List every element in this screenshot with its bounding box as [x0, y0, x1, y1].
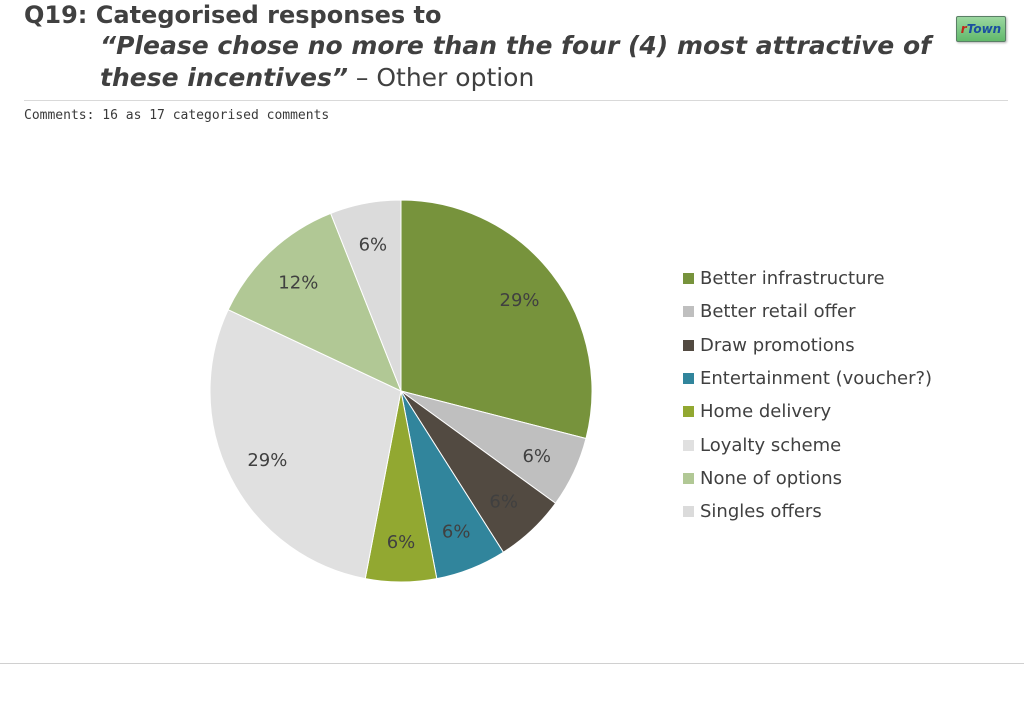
- pie-slice-none-of-options: [227, 212, 402, 392]
- legend-swatch: [683, 373, 694, 385]
- legend-item-home-delivery: Home delivery: [683, 395, 932, 428]
- title-prefix: Q19: Categorised responses to: [24, 1, 442, 29]
- legend-label: None of options: [700, 467, 843, 489]
- question-line-1: “Please chose no more than the four (4) …: [100, 30, 931, 62]
- pie-label-singles-offers: 6%: [359, 235, 388, 256]
- legend-label: Home delivery: [700, 401, 832, 423]
- pie-label-better-infrastructure: 29%: [500, 290, 540, 311]
- legend-label: Better infrastructure: [700, 268, 885, 290]
- legend-item-draw-promotions: Draw promotions: [683, 329, 932, 362]
- legend-label: Better retail offer: [700, 301, 856, 323]
- legend-swatch: [683, 273, 694, 285]
- legend-item-loyalty-scheme: Loyalty scheme: [683, 428, 932, 461]
- comments-note: Comments: 16 as 17 categorised comments: [24, 108, 330, 123]
- question-text-1: “Please chose no more than the four (4) …: [100, 31, 932, 60]
- pie-slice-loyalty-scheme: [209, 309, 402, 580]
- slide-title: Q19: Categorised responses to “Please ch…: [24, 0, 931, 94]
- pie-label-none-of-options: 12%: [278, 273, 318, 294]
- legend-swatch: [683, 506, 694, 518]
- pie-slice-better-infrastructure: [400, 199, 593, 440]
- title-divider: [24, 100, 1008, 101]
- legend-item-none-of-options: None of options: [683, 462, 932, 495]
- legend-item-entertainment-voucher: Entertainment (voucher?): [683, 362, 932, 395]
- pie-label-better-retail-offer: 6%: [522, 446, 551, 467]
- question-line-2: these incentives” – Other option: [100, 62, 924, 94]
- legend-swatch: [683, 306, 694, 318]
- pie-slice-singles-offers: [330, 199, 402, 392]
- rtown-logo: rTown: [956, 16, 1006, 42]
- legend-label: Loyalty scheme: [700, 434, 842, 456]
- legend-label: Singles offers: [700, 501, 822, 523]
- legend-item-singles-offers: Singles offers: [683, 495, 932, 528]
- logo-text: rTown: [960, 22, 1002, 36]
- pie-label-draw-promotions: 6%: [489, 491, 518, 512]
- pie-label-loyalty-scheme: 29%: [247, 450, 287, 471]
- legend-label: Draw promotions: [700, 334, 855, 356]
- footer-divider: [0, 663, 1024, 664]
- pie-label-home-delivery: 6%: [387, 532, 416, 553]
- legend-item-better-retail-offer: Better retail offer: [683, 295, 932, 328]
- chart-legend: Better infrastructure Better retail offer…: [683, 262, 932, 528]
- legend-swatch: [683, 439, 694, 451]
- title-separator: –: [347, 63, 377, 92]
- legend-swatch: [683, 339, 694, 351]
- legend-label: Entertainment (voucher?): [700, 368, 933, 390]
- legend-item-better-infrastructure: Better infrastructure: [683, 262, 932, 295]
- legend-swatch: [683, 472, 694, 484]
- question-text-2: these incentives”: [100, 63, 348, 92]
- title-suffix: Other option: [376, 63, 535, 92]
- pie-label-entertainment-voucher: 6%: [442, 521, 471, 542]
- legend-swatch: [683, 406, 694, 418]
